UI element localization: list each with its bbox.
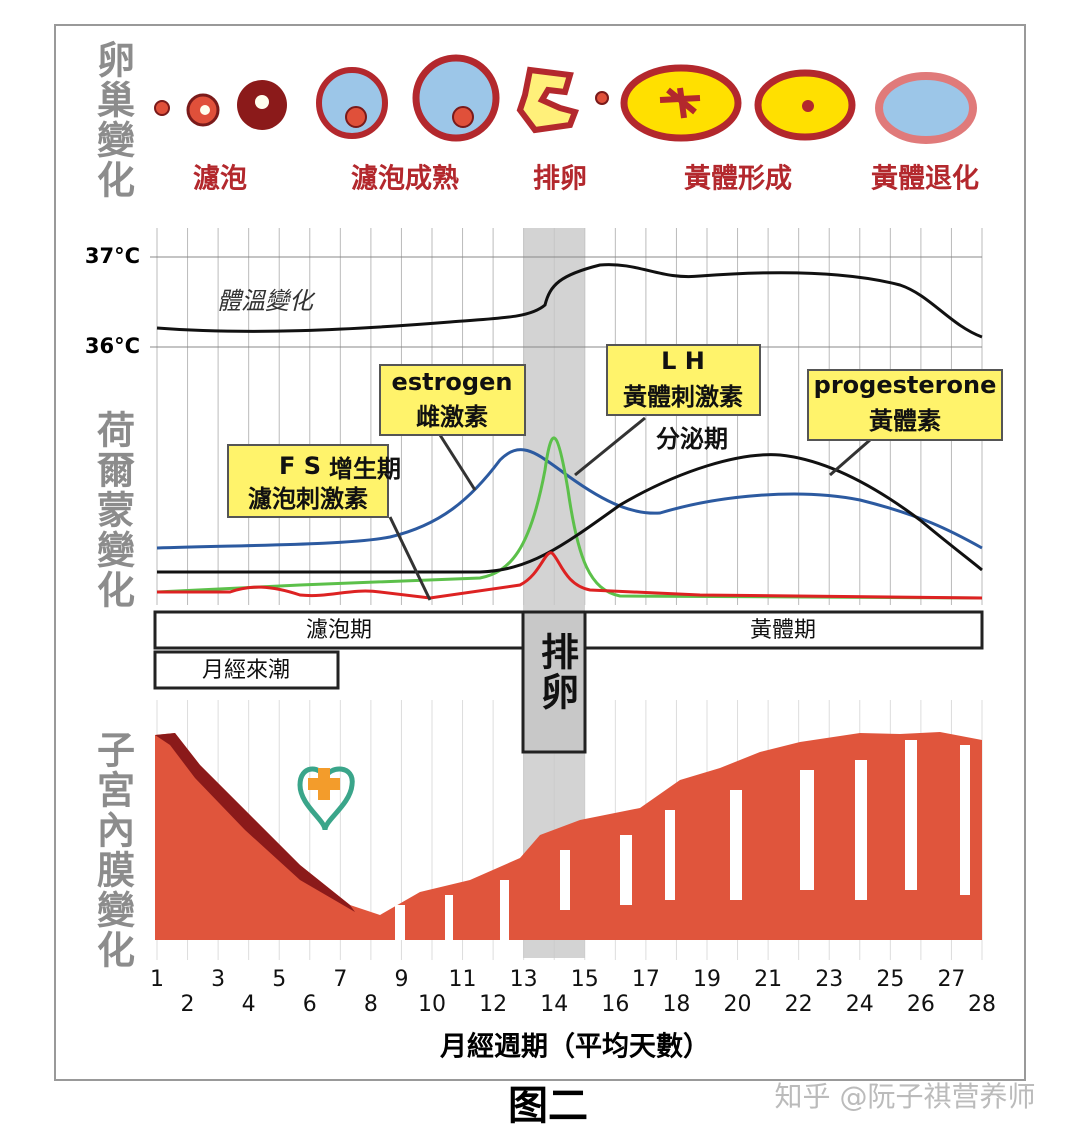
period-label: 月經來潮 [202, 658, 290, 683]
stage-label: 濾泡 [193, 163, 247, 195]
temp-label: 體溫變化 [217, 287, 316, 315]
box-line: 濾泡刺激素 [248, 485, 368, 513]
day-label: 8 [364, 992, 378, 1017]
day-label: 11 [449, 967, 477, 992]
x-axis-title: 月經週期（平均天數） [439, 1031, 710, 1063]
day-label: 28 [968, 992, 996, 1017]
day-label: 22 [785, 992, 813, 1017]
period-bars [153, 610, 984, 754]
day-label: 15 [571, 967, 599, 992]
ovary-drawings [154, 54, 977, 144]
hormone-label: 荷爾蒙變化 [91, 410, 136, 610]
day-label: 4 [242, 992, 256, 1017]
day-label: 10 [418, 992, 446, 1017]
day-label: 24 [846, 992, 874, 1017]
day-label: 7 [333, 967, 347, 992]
box-line: progesterone [814, 371, 997, 399]
day-label: 5 [272, 967, 286, 992]
x-axis: 1234567891011121314151617181920212223242… [150, 967, 996, 1017]
day-label: 27 [937, 967, 965, 992]
phase-label: 分泌期 [656, 425, 728, 453]
day-label: 26 [907, 992, 935, 1017]
callout-boxes [227, 344, 1003, 518]
box-line: estrogen [392, 368, 513, 396]
day-label: 20 [724, 992, 752, 1017]
day-label: 3 [211, 967, 225, 992]
stage-label: 濾泡成熟 [351, 163, 459, 195]
endometrium-label: 子宮內膜變化 [91, 730, 135, 970]
watermark: 知乎 @阮子祺营养师 [775, 1080, 1036, 1113]
box-line: 黃體素 [869, 407, 941, 435]
curves [156, 263, 983, 600]
stage-label: 排卵 [533, 164, 587, 195]
temp-tick: 36°C [85, 334, 140, 358]
pointers [388, 416, 871, 601]
day-label: 23 [815, 967, 843, 992]
day-label: 16 [601, 992, 629, 1017]
day-label: 2 [181, 992, 195, 1017]
period-label: 排卵 [535, 632, 579, 712]
period-label: 黃體期 [750, 618, 816, 643]
caption: 图二 [508, 1083, 588, 1129]
day-label: 12 [479, 992, 507, 1017]
day-label: 9 [394, 967, 408, 992]
day-label: 14 [540, 992, 568, 1017]
box-line: F S [279, 452, 321, 480]
endometrium [155, 732, 982, 940]
ovary-label: 卵巢變化 [91, 40, 135, 200]
day-label: 17 [632, 967, 660, 992]
phase-label: 增生期 [329, 455, 401, 483]
box-line: 雌激素 [416, 403, 488, 431]
day-label: 13 [510, 967, 538, 992]
day-label: 6 [303, 992, 317, 1017]
period-label: 濾泡期 [306, 618, 372, 643]
box-line: L H [661, 347, 705, 375]
box-line: 黃體刺激素 [623, 383, 743, 411]
stage-label: 黃體退化 [871, 164, 979, 195]
day-label: 19 [693, 967, 721, 992]
stage-label: 黃體形成 [684, 164, 792, 195]
temp-tick: 37°C [85, 244, 140, 268]
day-label: 21 [754, 967, 782, 992]
day-label: 25 [876, 967, 904, 992]
day-label: 18 [662, 992, 690, 1017]
day-label: 1 [150, 967, 164, 992]
